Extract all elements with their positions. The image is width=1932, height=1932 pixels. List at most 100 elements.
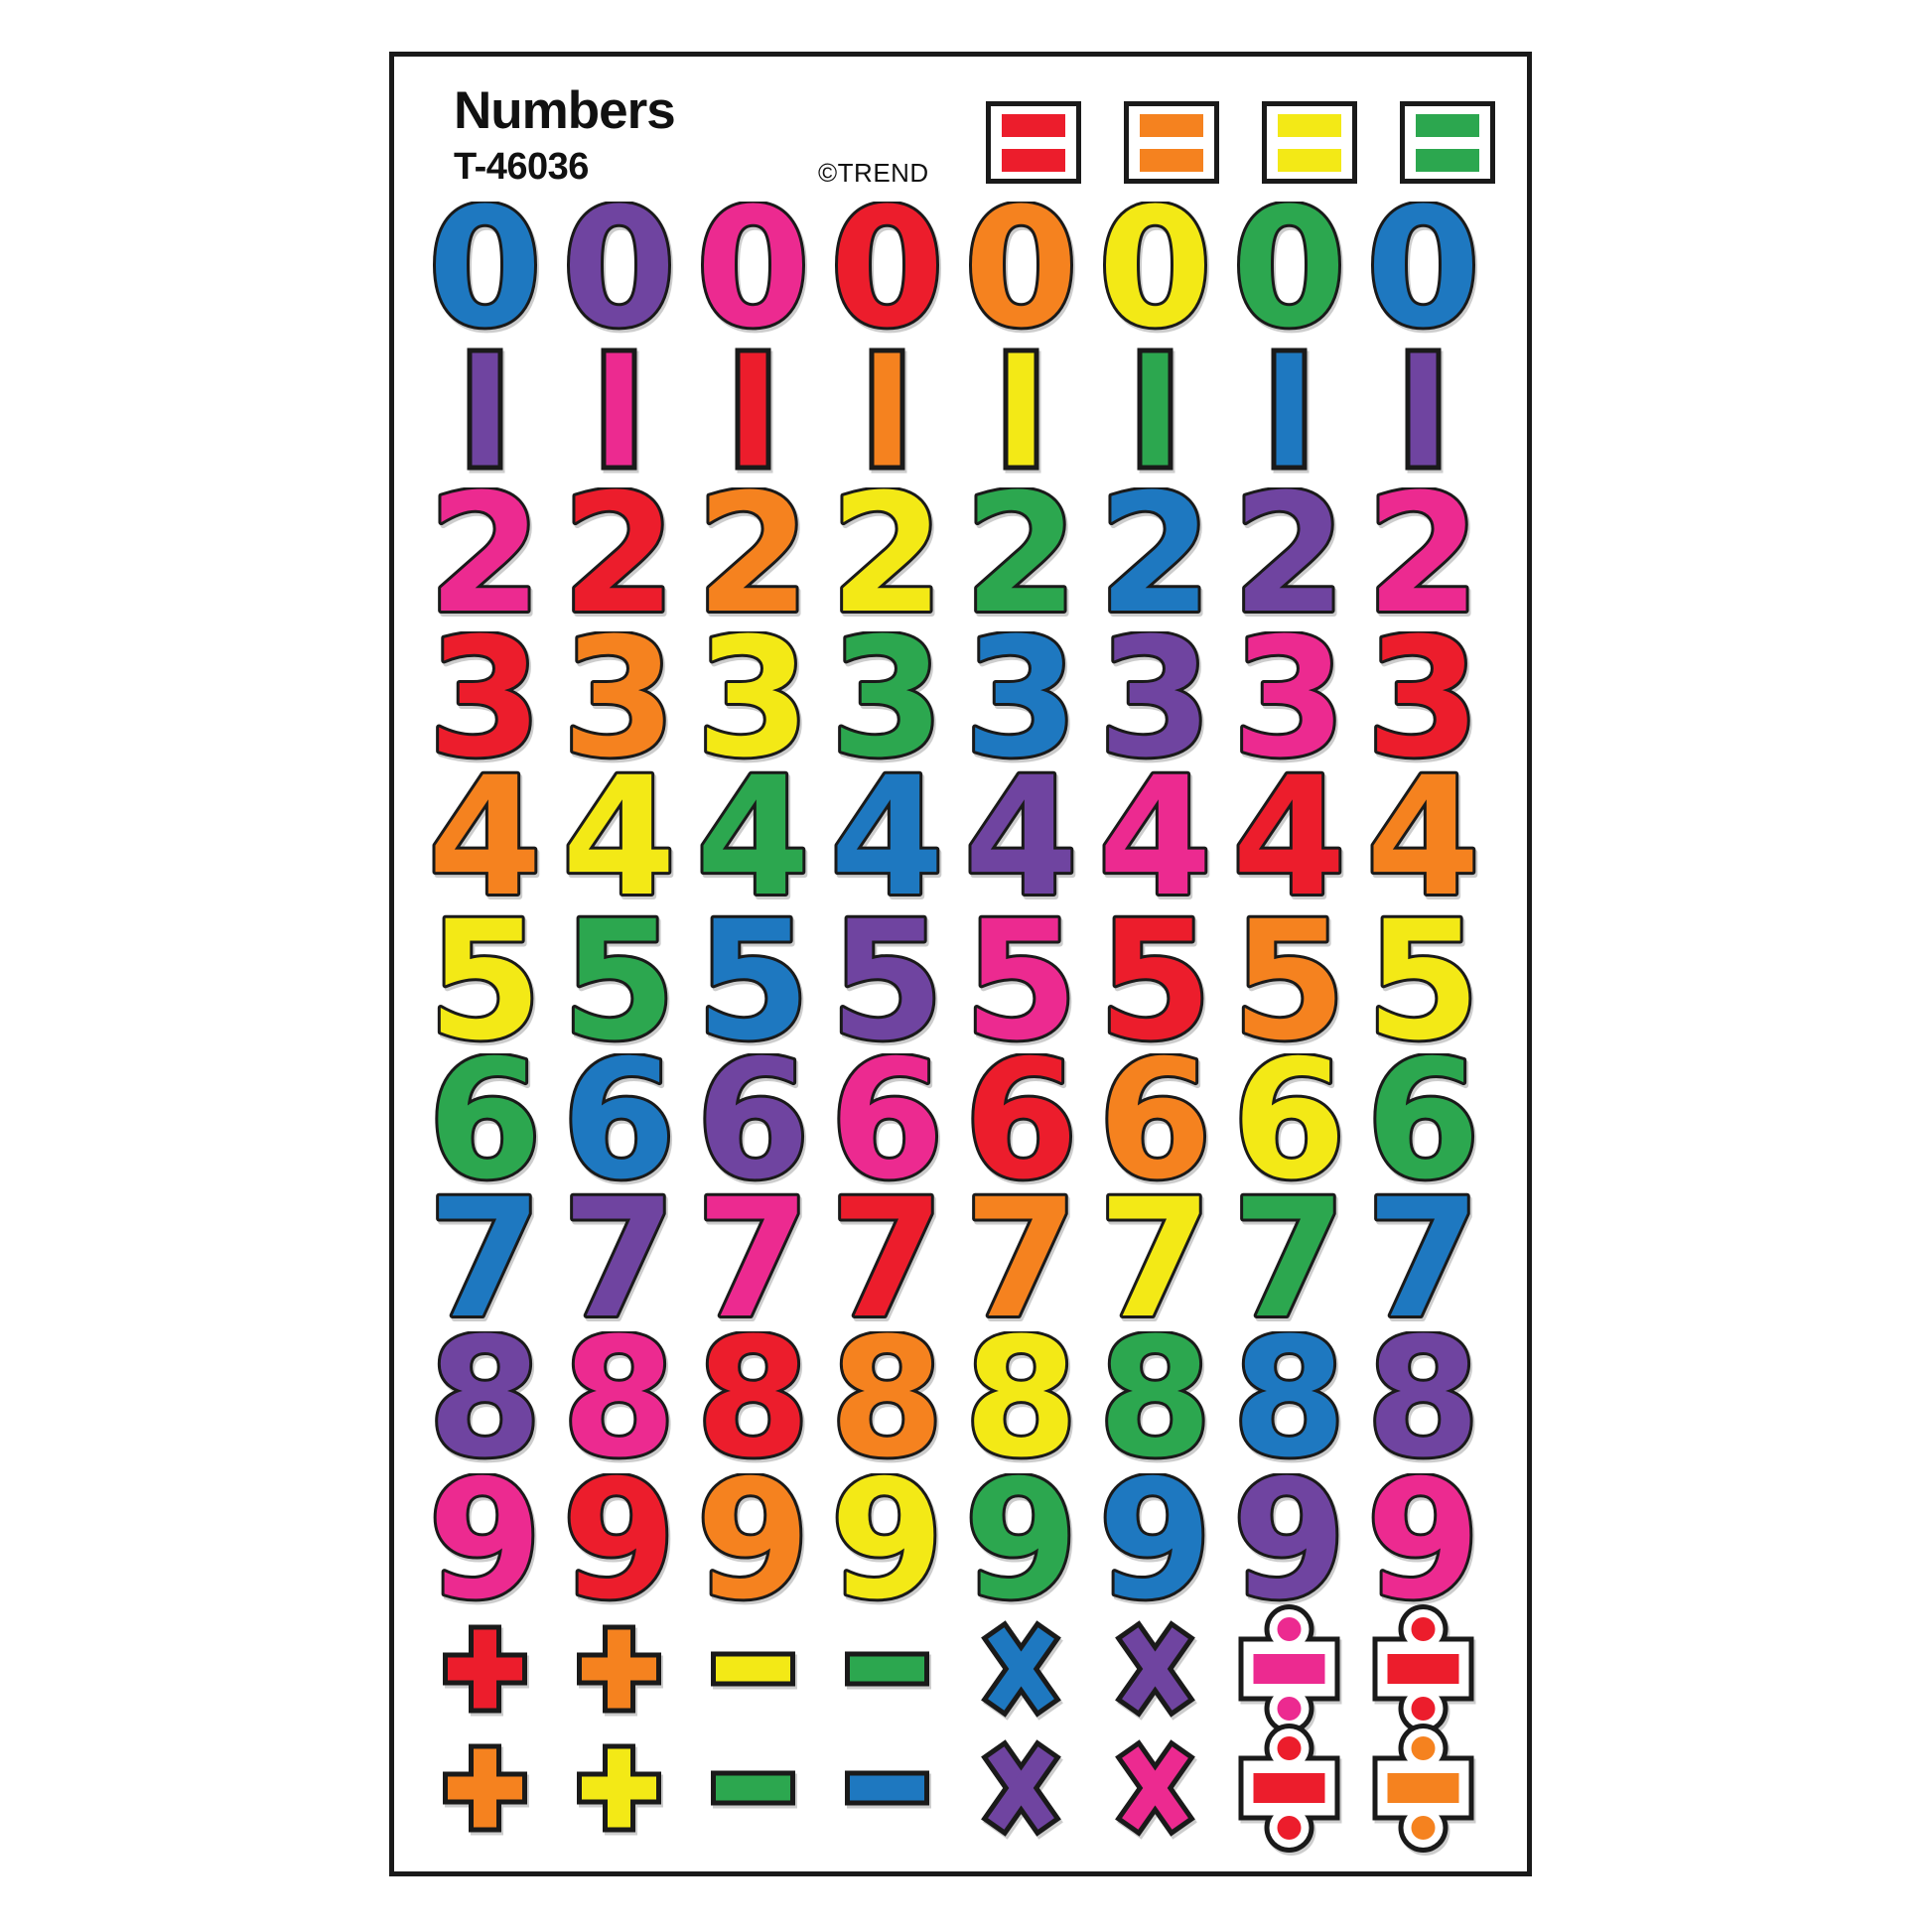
svg-text:3: 3 (562, 631, 676, 760)
svg-text:9: 9 (830, 1473, 944, 1602)
svg-text:6: 6 (696, 1053, 810, 1182)
sticker-minus-green (686, 1724, 820, 1853)
sticker-digit-3-green: 3 (820, 631, 954, 760)
sticker-digit-5-orange: 5 (1222, 914, 1356, 1043)
sticker-digit-9-pink: 9 (1356, 1473, 1490, 1602)
sticker-digit-7-pink: 7 (686, 1192, 820, 1321)
sticker-times-purple (1088, 1604, 1222, 1733)
sticker-digit-4-yellow: 4 (552, 770, 686, 899)
sticker-digit-2-blue: 2 (1088, 487, 1222, 617)
sticker-digit-5-red: 5 (1088, 914, 1222, 1043)
svg-text:5: 5 (562, 914, 676, 1043)
sticker-digit-9-orange: 9 (686, 1473, 820, 1602)
svg-text:3: 3 (696, 631, 810, 760)
sticker-digit-4-orange: 4 (418, 770, 552, 899)
svg-text:9: 9 (1232, 1473, 1346, 1602)
svg-text:0: 0 (1098, 202, 1212, 331)
sticker-plus-orange (418, 1724, 552, 1853)
svg-text:4: 4 (830, 770, 944, 899)
svg-text:6: 6 (1098, 1053, 1212, 1182)
sticker-digit-2-pink: 2 (1356, 487, 1490, 617)
svg-text:6: 6 (428, 1053, 542, 1182)
sticker-digit-0-blue: 0 (1356, 202, 1490, 331)
svg-text:8: 8 (1232, 1331, 1346, 1460)
sticker-digit-0-blue: 0 (418, 202, 552, 331)
svg-text:2: 2 (428, 487, 542, 617)
sheet-title: Numbers (454, 81, 676, 140)
sticker-digit-6-yellow: 6 (1222, 1053, 1356, 1182)
sticker-digit-1-pink (552, 345, 686, 475)
svg-text:4: 4 (428, 770, 542, 899)
sticker-digit-5-yellow: 5 (418, 914, 552, 1043)
svg-text:8: 8 (964, 1331, 1078, 1460)
sticker-digit-2-green: 2 (954, 487, 1088, 617)
sticker-digit-9-purple: 9 (1222, 1473, 1356, 1602)
sticker-minus-yellow (686, 1604, 820, 1733)
svg-text:4: 4 (1232, 770, 1346, 899)
svg-text:8: 8 (830, 1331, 944, 1460)
sticker-digit-6-green: 6 (1356, 1053, 1490, 1182)
sticker-digit-8-blue: 8 (1222, 1331, 1356, 1460)
svg-text:9: 9 (1098, 1473, 1212, 1602)
equals-bar (1278, 148, 1341, 172)
svg-text:2: 2 (1098, 487, 1212, 617)
sticker-digit-8-red: 8 (686, 1331, 820, 1460)
svg-text:5: 5 (964, 914, 1078, 1043)
sticker-digit-8-pink: 8 (552, 1331, 686, 1460)
svg-text:4: 4 (696, 770, 810, 899)
sticker-digit-3-red: 3 (418, 631, 552, 760)
sticker-digit-6-orange: 6 (1088, 1053, 1222, 1182)
sticker-divide-red (1222, 1724, 1356, 1853)
sticker-digit-3-blue: 3 (954, 631, 1088, 760)
sticker-digit-7-blue: 7 (418, 1192, 552, 1321)
equals-bar (1002, 113, 1065, 137)
sticker-digit-2-yellow: 2 (820, 487, 954, 617)
digit-row-1 (418, 345, 1490, 475)
sticker-digit-5-blue: 5 (686, 914, 820, 1043)
sticker-digit-7-blue: 7 (1356, 1192, 1490, 1321)
svg-text:9: 9 (696, 1473, 810, 1602)
svg-text:6: 6 (1232, 1053, 1346, 1182)
svg-text:3: 3 (1098, 631, 1212, 760)
sticker-digit-4-green: 4 (686, 770, 820, 899)
svg-text:2: 2 (696, 487, 810, 617)
svg-text:2: 2 (1232, 487, 1346, 617)
sticker-digit-3-red: 3 (1356, 631, 1490, 760)
equals-sticker-row (986, 101, 1495, 184)
sticker-digit-9-green: 9 (954, 1473, 1088, 1602)
sticker-digit-6-green: 6 (418, 1053, 552, 1182)
sticker-digit-7-orange: 7 (954, 1192, 1088, 1321)
sticker-digit-0-orange: 0 (954, 202, 1088, 331)
sticker-digit-0-purple: 0 (552, 202, 686, 331)
svg-text:5: 5 (1098, 914, 1212, 1043)
svg-text:7: 7 (1098, 1192, 1212, 1321)
sticker-digit-0-green: 0 (1222, 202, 1356, 331)
sticker-digit-4-pink: 4 (1088, 770, 1222, 899)
svg-text:0: 0 (696, 202, 810, 331)
product-code: T-46036 (454, 146, 589, 188)
sticker-minus-blue (820, 1724, 954, 1853)
svg-text:6: 6 (562, 1053, 676, 1182)
svg-text:5: 5 (830, 914, 944, 1043)
svg-text:9: 9 (562, 1473, 676, 1602)
sticker-digit-3-purple: 3 (1088, 631, 1222, 760)
svg-text:2: 2 (562, 487, 676, 617)
svg-text:3: 3 (830, 631, 944, 760)
sticker-digit-1-blue (1222, 345, 1356, 475)
sticker-minus-green (820, 1604, 954, 1733)
svg-text:8: 8 (562, 1331, 676, 1460)
svg-text:6: 6 (964, 1053, 1078, 1182)
sticker-times-blue (954, 1604, 1088, 1733)
equals-bar (1140, 113, 1203, 137)
svg-text:3: 3 (1366, 631, 1480, 760)
svg-text:4: 4 (1366, 770, 1480, 899)
equals-bar (1140, 148, 1203, 172)
svg-text:0: 0 (964, 202, 1078, 331)
svg-text:4: 4 (964, 770, 1078, 899)
